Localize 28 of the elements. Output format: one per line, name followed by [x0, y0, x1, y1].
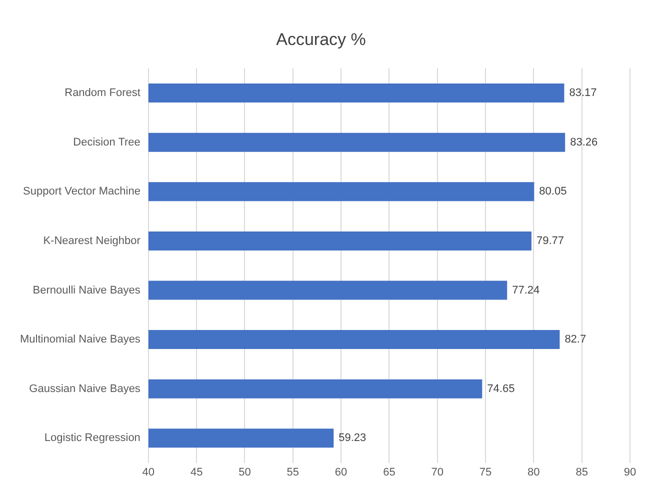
y-tick-label: K-Nearest Neighbor — [43, 234, 141, 247]
chart-title: Accuracy % — [276, 30, 366, 49]
y-tick-label: Gaussian Naive Bayes — [29, 382, 141, 395]
x-tick-label: 45 — [190, 466, 203, 478]
data-label: 59.23 — [338, 432, 366, 444]
data-label: 83.26 — [570, 136, 598, 148]
y-tick-label: Multinomial Naive Bayes — [20, 334, 141, 346]
data-label: 83.17 — [569, 87, 597, 100]
y-tick-label: Support Vector Machine — [23, 186, 140, 198]
data-label: 74.65 — [487, 382, 515, 395]
x-tick-label: 60 — [334, 466, 348, 478]
x-tick-label: 50 — [238, 466, 251, 478]
y-tick-label: Logistic Regression — [44, 432, 140, 444]
data-label: 82.7 — [564, 334, 586, 346]
data-label: 79.77 — [536, 234, 564, 247]
data-label: 77.24 — [512, 284, 540, 296]
x-tick-label: 65 — [383, 466, 396, 478]
x-tick-label: 55 — [286, 466, 300, 478]
x-tick-label: 75 — [479, 466, 492, 478]
x-tick-label: 90 — [624, 466, 636, 478]
x-tick-label: 70 — [431, 466, 444, 478]
y-tick-label: Decision Tree — [73, 136, 140, 148]
y-tick-label: Bernoulli Naive Bayes — [32, 284, 141, 296]
x-tick-label: 80 — [528, 466, 540, 478]
x-tick-label: 40 — [142, 466, 155, 478]
data-label: 80.05 — [539, 186, 567, 198]
y-tick-label: Random Forest — [64, 87, 140, 100]
x-tick-label: 85 — [576, 466, 588, 478]
